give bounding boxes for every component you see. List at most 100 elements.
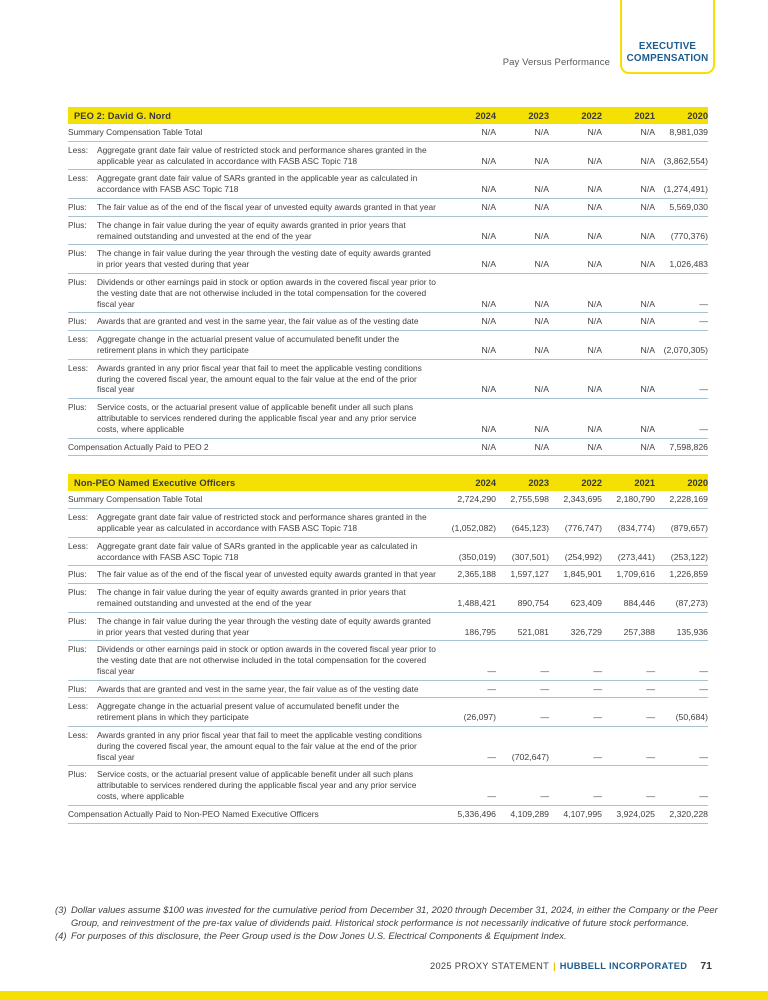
row-label: Less: Aggregate grant date fair value of … — [68, 541, 443, 563]
value-cell: N/A — [587, 344, 602, 355]
row-label-text: Compensation Actually Paid to PEO 2 — [68, 441, 209, 452]
table-title: Non-PEO Named Executive Officers — [74, 477, 236, 488]
footnote-text: Dollar values assume $100 was invested f… — [71, 904, 718, 928]
value-cell: — — [699, 316, 708, 327]
value-cell: — — [699, 751, 708, 762]
table-row: Plus: Service costs, or the actuarial pre… — [68, 399, 708, 439]
row-label: Less: Aggregate change in the actuarial p… — [68, 334, 443, 356]
value-cell: — — [593, 751, 602, 762]
value-cell: N/A — [587, 298, 602, 309]
value-cell: — — [699, 683, 708, 694]
row-label-text: Summary Compensation Table Total — [68, 127, 203, 137]
non-peo-compensation-table: Non-PEO Named Executive Officers 2024 2023… — [68, 474, 708, 824]
table-row: Plus: The fair value as of the end of the… — [68, 199, 708, 217]
value-cell: N/A — [640, 298, 655, 309]
row-label-text: Compensation Actually Paid to Non-PEO Na… — [68, 808, 319, 819]
value-cell: 884,446 — [623, 597, 655, 608]
row-label-text: Summary Compensation Table Total — [68, 494, 203, 505]
value-cell: — — [540, 712, 549, 723]
value-cell: N/A — [481, 316, 496, 327]
row-label-text: Aggregate grant date fair value of SARs … — [97, 540, 418, 562]
row-prefix: Less: — [68, 362, 89, 373]
row-prefix: Plus: — [68, 615, 87, 626]
row-label-text: Dividends or other earnings paid in stoc… — [97, 644, 436, 676]
row-label: Summary Compensation Table Total — [68, 494, 443, 505]
row-label: Less: Aggregate grant date fair value of … — [68, 145, 443, 167]
value-cell: N/A — [481, 155, 496, 166]
table-row: Plus: Dividends or other earnings paid in… — [68, 641, 708, 681]
value-cell: 1,597,127 — [510, 569, 549, 580]
row-label: Summary Compensation Table Total — [68, 127, 443, 138]
executive-compensation-tab: EXECUTIVE COMPENSATION — [620, 0, 715, 74]
value-cell: N/A — [534, 259, 549, 270]
value-cell: 2,724,290 — [457, 494, 496, 505]
tables-container: PEO 2: David G. Nord 2024 2023 2022 2021 2020… — [68, 107, 708, 824]
value-cell: (770,376) — [670, 230, 708, 241]
value-cell: (834,774) — [617, 522, 655, 533]
value-cell: (26,097) — [463, 712, 496, 723]
row-label: Plus: The change in fair value during the… — [68, 220, 443, 242]
row-prefix: Plus: — [68, 587, 87, 598]
row-label-text: Aggregate grant date fair value of restr… — [97, 512, 427, 533]
value-cell: N/A — [534, 316, 549, 327]
value-cell: 5,569,030 — [669, 201, 708, 212]
row-prefix: Less: — [68, 144, 89, 155]
year-column-header: 2021 — [634, 110, 655, 121]
value-cell: (87,273) — [675, 597, 708, 608]
year-column-header: 2024 — [475, 110, 496, 121]
value-cell: — — [699, 665, 708, 676]
year-column-header: 2022 — [581, 477, 602, 488]
value-cell: N/A — [640, 155, 655, 166]
table-row: Plus: The change in fair value during the… — [68, 584, 708, 613]
table-row: Less: Aggregate change in the actuarial p… — [68, 698, 708, 728]
table-row: Less: Aggregate change in the actuarial p… — [68, 331, 708, 360]
row-label: Plus: The change in fair value during the… — [68, 248, 443, 270]
bottom-accent-bar — [0, 991, 768, 1000]
row-label-text: Awards that are granted and vest in the … — [97, 683, 419, 694]
row-prefix: Plus: — [68, 316, 87, 327]
row-label: Less: Aggregate change in the actuarial p… — [68, 701, 443, 723]
row-prefix: Plus: — [68, 402, 87, 413]
table-row: Less: Aggregate grant date fair value of … — [68, 509, 708, 538]
value-cell: N/A — [640, 259, 655, 270]
table-row: Plus: The change in fair value during the… — [68, 613, 708, 642]
value-cell: 1,488,421 — [457, 597, 496, 608]
footer-company: HUBBELL INCORPORATED — [559, 961, 688, 971]
table-row: Plus: Awards that are granted and vest in… — [68, 681, 708, 699]
value-cell: 1,845,901 — [563, 569, 602, 580]
table-row: Compensation Actually Paid to Non-PEO Na… — [68, 806, 708, 824]
table-row: Plus: Service costs, or the actuarial pre… — [68, 766, 708, 806]
value-cell: (253,122) — [670, 551, 708, 562]
value-cell: — — [540, 683, 549, 694]
row-label: Plus: Dividends or other earnings paid in… — [68, 277, 443, 309]
row-label-text: Aggregate grant date fair value of SARs … — [97, 173, 418, 195]
row-label: Plus: Service costs, or the actuarial pre… — [68, 769, 443, 801]
value-cell: — — [487, 751, 496, 762]
row-prefix: Plus: — [68, 219, 87, 230]
value-cell: 257,388 — [623, 626, 655, 637]
row-label-text: Service costs, or the actuarial present … — [97, 769, 417, 802]
value-cell: N/A — [640, 184, 655, 195]
value-cell: — — [540, 791, 549, 802]
value-cell: N/A — [587, 230, 602, 241]
value-cell: N/A — [481, 344, 496, 355]
value-cell: N/A — [534, 230, 549, 241]
value-cell: N/A — [587, 184, 602, 195]
value-cell: — — [646, 683, 655, 694]
value-cell: N/A — [481, 127, 496, 137]
value-cell: (645,123) — [511, 522, 549, 533]
footnote: (3) Dollar values assume $100 was investe… — [55, 903, 739, 929]
row-label: Plus: The fair value as of the end of the… — [68, 569, 443, 580]
row-label-text: The change in fair value during the year… — [97, 615, 431, 637]
value-cell: — — [699, 298, 708, 309]
value-cell: N/A — [534, 155, 549, 166]
value-cell: (350,019) — [458, 551, 496, 562]
value-cell: N/A — [534, 184, 549, 195]
row-label-text: Awards that are granted and vest in the … — [97, 316, 419, 327]
row-prefix: Less: — [68, 540, 89, 551]
footnote-marker: (3) — [55, 904, 67, 915]
table-row: Less: Aggregate grant date fair value of … — [68, 170, 708, 199]
row-label: Less: Aggregate grant date fair value of … — [68, 173, 443, 195]
row-prefix: Plus: — [68, 769, 87, 780]
table-row: Plus: The change in fair value during the… — [68, 245, 708, 274]
